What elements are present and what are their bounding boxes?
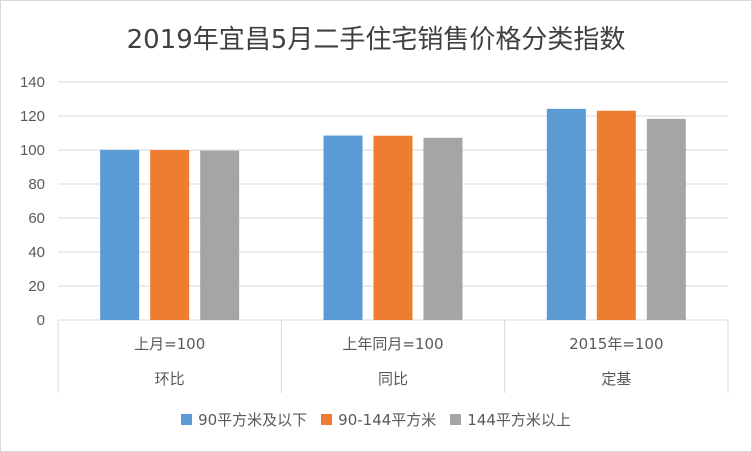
y-tick-label: 120 — [20, 108, 45, 125]
category-group-label: 定基 — [601, 370, 631, 388]
category-group-label: 环比 — [155, 370, 185, 388]
y-tick-label: 80 — [28, 176, 45, 193]
bar — [323, 135, 363, 320]
legend-label: 144平方米以上 — [467, 411, 571, 429]
legend-label: 90平方米及以下 — [198, 411, 308, 429]
legend-swatch — [450, 414, 462, 425]
chart-title: 2019年宜昌5月二手住宅销售价格分类指数 — [126, 25, 626, 55]
bar — [200, 150, 240, 320]
category-label: 上月=100 — [134, 335, 205, 353]
y-tick-label: 60 — [28, 210, 45, 227]
legend-item: 144平方米以上 — [450, 409, 571, 430]
legend-item: 90-144平方米 — [321, 409, 436, 430]
y-tick-label: 0 — [37, 312, 45, 329]
bar — [546, 108, 586, 320]
bar — [423, 137, 463, 320]
legend: 90平方米及以下 90-144平方米 144平方米以上 — [1, 409, 751, 430]
bar — [646, 118, 686, 320]
bar — [596, 110, 636, 320]
y-tick-label: 20 — [28, 278, 45, 295]
y-tick-label: 40 — [28, 244, 45, 261]
y-tick-label: 100 — [20, 142, 45, 159]
legend-swatch — [181, 414, 193, 425]
category-label: 2015年=100 — [569, 335, 663, 353]
bar — [373, 135, 413, 320]
y-tick-label: 140 — [20, 74, 45, 91]
category-group-label: 同比 — [378, 370, 408, 388]
category-label: 上年同月=100 — [342, 335, 443, 353]
bar — [100, 149, 140, 320]
legend-label: 90-144平方米 — [338, 411, 437, 429]
legend-swatch — [321, 414, 333, 425]
legend-item: 90平方米及以下 — [181, 409, 307, 430]
bar — [150, 150, 190, 320]
